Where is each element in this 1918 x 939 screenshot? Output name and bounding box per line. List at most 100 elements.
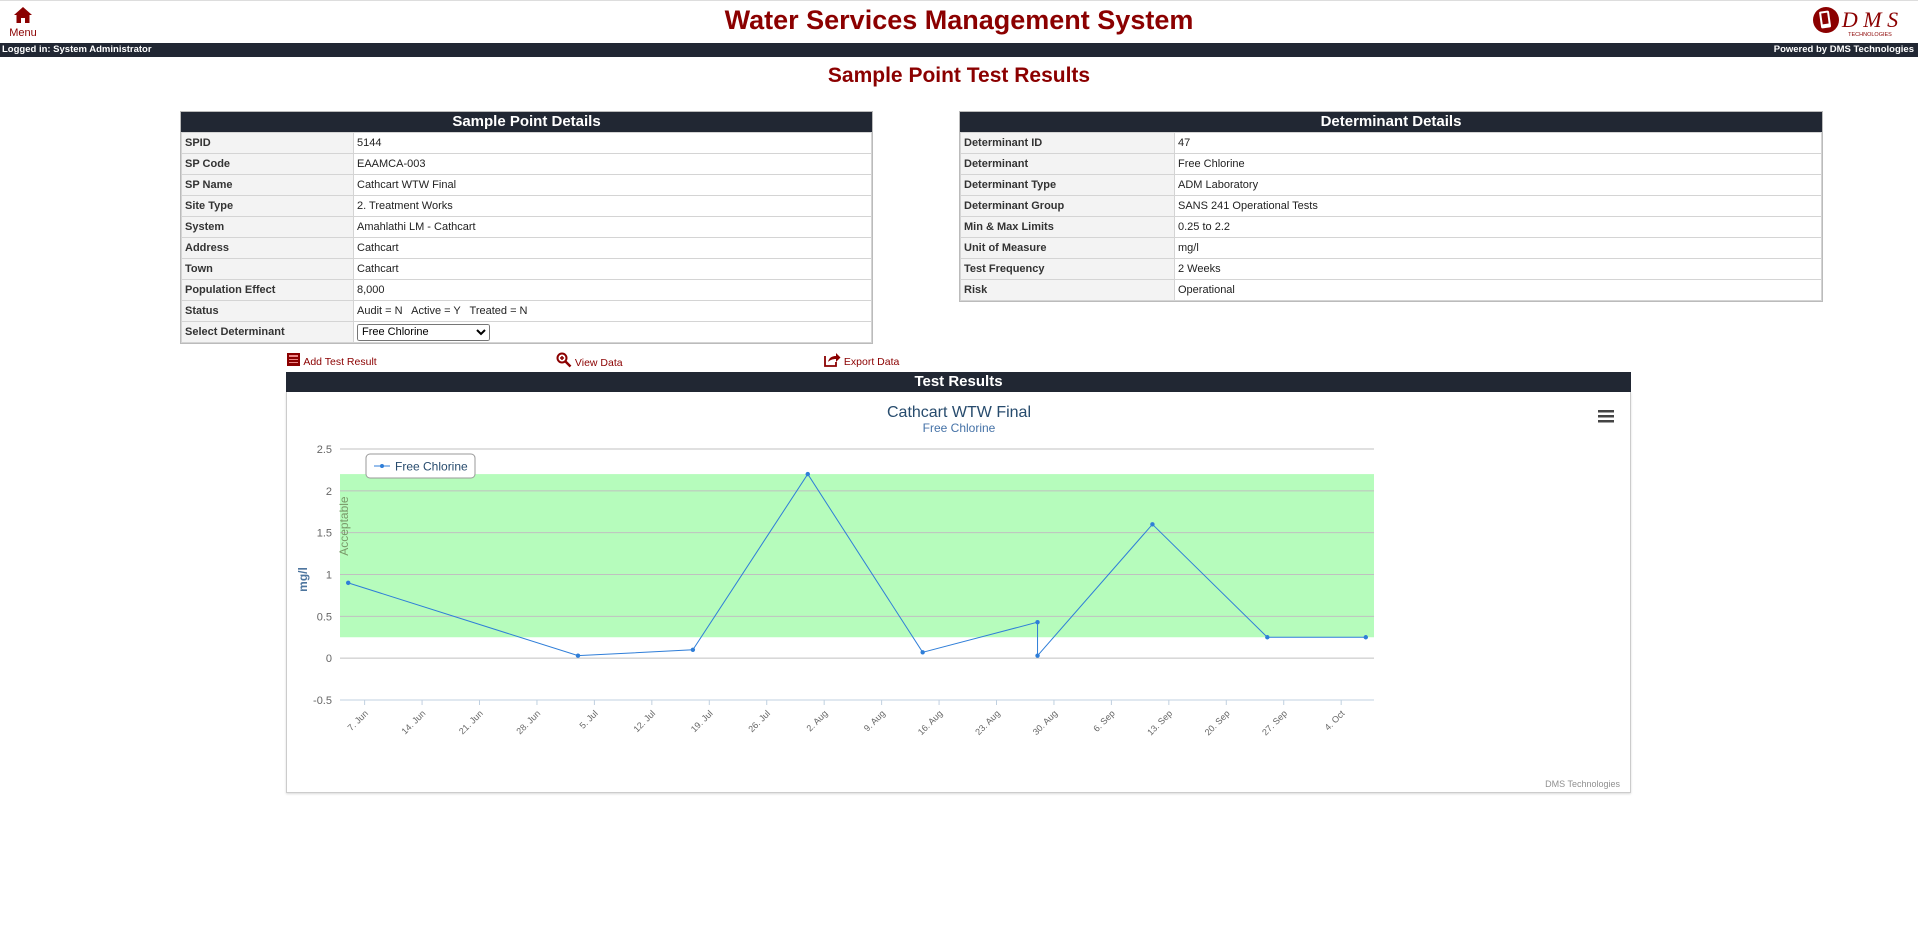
chart-menu-button[interactable]	[1594, 405, 1618, 427]
row-label: Status	[181, 300, 354, 322]
status-bar: Logged in: System Administrator Powered …	[0, 43, 1918, 57]
data-point	[1150, 522, 1155, 527]
zoom-in-icon	[556, 352, 572, 368]
row-value: Free Chlorine	[1174, 153, 1822, 175]
table-row: SP Name Cathcart WTW Final	[181, 174, 872, 196]
export-icon	[824, 353, 841, 367]
row-value: 47	[1174, 132, 1822, 154]
select-determinant-cell: Free Chlorine	[353, 321, 872, 343]
y-axis-label: mg/l	[296, 567, 310, 592]
row-label: Site Type	[181, 195, 354, 217]
row-label: Town	[181, 258, 354, 280]
row-label: Risk	[960, 279, 1175, 301]
row-value: Audit = N Active = Y Treated = N	[353, 300, 872, 322]
legend-item-label[interactable]: Free Chlorine	[395, 460, 468, 474]
logo-text: D M S	[1841, 7, 1898, 32]
row-value: Cathcart	[353, 258, 872, 280]
y-tick-label: 2	[326, 486, 332, 498]
data-point	[920, 650, 925, 655]
determinant-select[interactable]: Free Chlorine	[357, 323, 490, 341]
y-tick-label: -0.5	[313, 695, 332, 707]
determinant-table: Determinant ID 47 Determinant Free Chlorine…	[960, 132, 1822, 301]
row-label: Unit of Measure	[960, 237, 1175, 259]
y-tick-label: 1	[326, 570, 332, 582]
view-data-label: View Data	[574, 357, 623, 369]
table-row: Determinant ID 47	[960, 132, 1822, 154]
select-determinant-label: Select Determinant	[181, 321, 354, 343]
determinant-title: Determinant Details	[960, 112, 1822, 132]
determinant-panel: Determinant Details Determinant ID 47 Dete…	[959, 111, 1823, 302]
export-data-button[interactable]: Export Data	[824, 352, 899, 368]
row-label: SP Name	[181, 174, 354, 196]
row-label: Determinant ID	[960, 132, 1175, 154]
data-point	[1363, 635, 1368, 640]
table-row: SP Code EAAMCA-003	[181, 153, 872, 175]
table-row: Population Effect 8,000	[181, 279, 872, 301]
table-row: Determinant Type ADM Laboratory	[960, 174, 1822, 196]
y-tick-label: 2.5	[317, 444, 332, 456]
y-tick-label: 0	[326, 653, 332, 665]
acceptable-band-label: Acceptable	[337, 496, 351, 556]
acceptable-band	[340, 474, 1374, 638]
export-data-label: Export Data	[843, 356, 900, 368]
series-line	[348, 473, 1366, 657]
logged-in-text: Logged in: System Administrator	[2, 44, 152, 55]
row-value: 2. Treatment Works	[353, 195, 872, 217]
chart-credits[interactable]: DMS Technologies	[1545, 779, 1620, 789]
logo-subtext: TECHNOLOGIES	[1848, 32, 1892, 38]
powered-by-text: Powered by DMS Technologies	[1773, 44, 1914, 55]
row-value: 8,000	[353, 279, 872, 301]
view-data-button[interactable]: View Data	[556, 352, 623, 369]
table-row: SPID 5144	[181, 132, 872, 154]
data-point	[690, 647, 696, 652]
add-test-result-label: Add Test Result	[303, 356, 377, 368]
table-row: Determinant Free Chlorine	[960, 153, 1822, 175]
data-point	[346, 580, 351, 586]
data-point	[805, 471, 810, 477]
chart-title: Cathcart WTW Final	[887, 404, 1031, 421]
row-label: Determinant Group	[960, 195, 1175, 217]
chart-subtitle: Free Chlorine	[923, 421, 996, 435]
row-value: mg/l	[1174, 237, 1822, 259]
data-point	[1265, 635, 1270, 640]
hamburger-icon	[1598, 410, 1614, 423]
table-row: Determinant Group SANS 241 Operational Te…	[960, 195, 1822, 217]
chart-legend[interactable]: Free Chlorine	[365, 453, 476, 479]
row-label: SP Code	[181, 153, 354, 175]
table-row: Test Frequency 2 Weeks	[960, 258, 1822, 280]
table-row: Site Type 2. Treatment Works	[181, 195, 872, 217]
row-value: 5144	[353, 132, 872, 154]
row-value: Cathcart	[353, 237, 872, 259]
test-results-chart: 7. Jun 14. Jun 21. Jun 28. Jun 5. Jul 12. Jul…	[287, 392, 1630, 792]
legend-marker-icon	[380, 464, 384, 468]
app-title: Water Services Management System	[724, 5, 1194, 35]
row-label: Test Frequency	[960, 258, 1175, 280]
sample-point-panel: Sample Point Details SPID 5144 SP Code EAAM…	[180, 111, 873, 344]
row-value: Operational	[1174, 279, 1822, 301]
row-value: SANS 241 Operational Tests	[1174, 195, 1822, 217]
table-row: Town Cathcart	[181, 258, 872, 280]
menu-button[interactable]: Menu	[8, 6, 38, 39]
data-point	[575, 653, 581, 658]
table-row: Risk Operational	[960, 279, 1822, 301]
row-label: Population Effect	[181, 279, 354, 301]
row-label: Min & Max Limits	[960, 216, 1175, 238]
row-label: SPID	[181, 132, 354, 154]
data-point	[1035, 619, 1040, 625]
top-header: Menu Water Services Management System D …	[0, 0, 1918, 44]
legend-box	[365, 453, 476, 479]
row-value: Amahlathi LM - Cathcart	[353, 216, 872, 238]
table-row: Status Audit = N Active = Y Treated = N	[181, 300, 872, 322]
row-value: ADM Laboratory	[1174, 174, 1822, 196]
row-label: Address	[181, 237, 354, 259]
table-row: Min & Max Limits 0.25 to 2.2	[960, 216, 1822, 238]
data-point	[1035, 653, 1040, 658]
y-tick-label: 0.5	[317, 611, 332, 623]
add-record-icon	[287, 353, 300, 366]
add-test-result-button[interactable]: Add Test Result	[286, 352, 377, 368]
sample-point-table: SPID 5144 SP Code EAAMCA-003 SP Name Cathcart…	[181, 132, 872, 343]
page-title: Sample Point Test Results	[827, 64, 1091, 87]
row-label: Determinant Type	[960, 174, 1175, 196]
test-results-title: Test Results	[286, 372, 1631, 392]
sample-point-title: Sample Point Details	[181, 112, 872, 132]
